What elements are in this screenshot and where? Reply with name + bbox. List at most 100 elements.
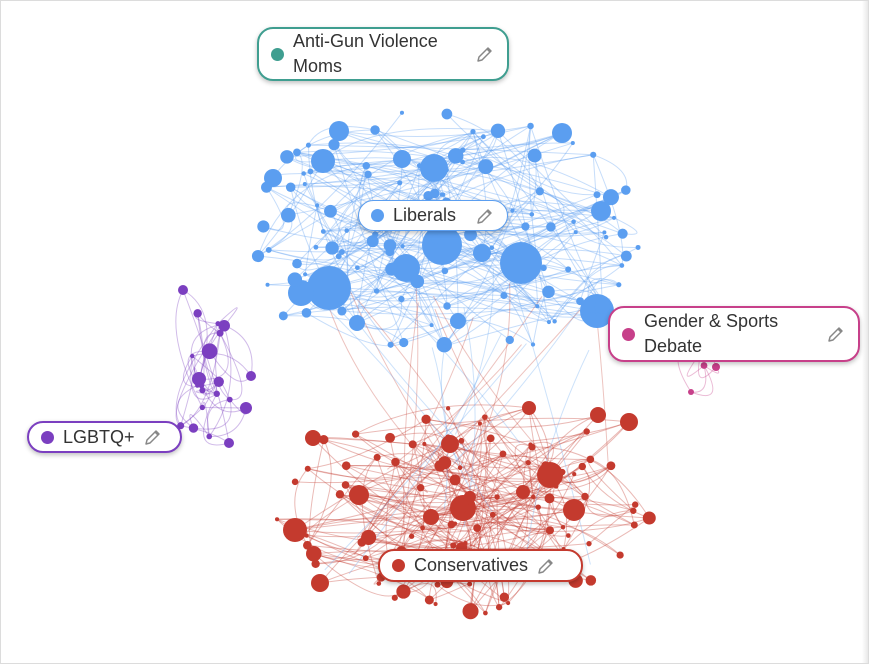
node	[396, 584, 411, 599]
edge	[277, 496, 534, 521]
edge	[412, 407, 530, 445]
node	[581, 492, 589, 501]
edge	[198, 332, 229, 380]
edge	[307, 418, 427, 470]
edge	[368, 529, 551, 549]
edge	[361, 263, 521, 444]
edge	[177, 385, 198, 429]
node	[463, 490, 476, 504]
cluster-label[interactable]: Liberals	[358, 200, 508, 231]
edge	[428, 453, 504, 600]
node	[546, 222, 556, 232]
edge	[306, 439, 332, 546]
node	[527, 148, 542, 163]
node	[594, 298, 611, 314]
cluster-dot	[41, 430, 54, 444]
node	[226, 396, 233, 403]
edge	[395, 461, 428, 493]
cluster-label[interactable]: Gender & Sports Debate	[608, 306, 860, 362]
node	[313, 244, 319, 250]
node	[560, 524, 566, 530]
node	[265, 246, 272, 253]
node	[478, 159, 494, 175]
node	[423, 509, 439, 525]
node	[216, 329, 224, 337]
edge	[175, 289, 203, 408]
node	[539, 474, 544, 479]
node	[570, 140, 575, 146]
node	[188, 423, 199, 433]
node	[213, 376, 224, 387]
node	[499, 592, 510, 602]
edit-icon[interactable]	[143, 427, 163, 447]
edge	[469, 496, 551, 534]
node	[397, 180, 403, 186]
node	[521, 222, 530, 231]
edge	[296, 151, 607, 238]
edge	[491, 125, 532, 249]
edge	[462, 156, 612, 198]
node	[341, 461, 351, 470]
edge	[417, 280, 538, 307]
edge	[328, 249, 627, 289]
node	[603, 234, 609, 240]
node	[535, 304, 540, 309]
node	[566, 533, 571, 538]
node	[449, 474, 461, 486]
edge	[295, 421, 630, 484]
node	[431, 234, 441, 244]
edge	[257, 165, 367, 257]
edge	[522, 465, 612, 493]
node	[362, 161, 370, 170]
node	[630, 521, 638, 529]
edge	[323, 231, 603, 307]
edit-icon[interactable]	[536, 556, 556, 576]
node	[278, 311, 288, 321]
node	[320, 229, 326, 234]
edges	[175, 112, 720, 614]
node	[335, 253, 342, 260]
node	[315, 203, 320, 208]
edge	[375, 233, 556, 322]
edge	[514, 443, 534, 498]
node	[304, 533, 309, 538]
edge	[266, 186, 393, 270]
node	[376, 581, 382, 586]
node	[433, 156, 438, 161]
node	[329, 121, 349, 141]
cluster-dot	[622, 327, 635, 341]
edit-icon[interactable]	[826, 324, 846, 344]
edge	[182, 289, 230, 444]
edit-icon[interactable]	[475, 206, 495, 226]
node	[572, 471, 577, 477]
node	[530, 342, 536, 347]
node	[602, 189, 619, 206]
node	[481, 134, 486, 140]
cluster-label[interactable]: Conservatives	[378, 549, 583, 582]
node	[293, 148, 301, 157]
edge	[509, 269, 591, 565]
edge	[401, 247, 639, 300]
edge	[532, 446, 650, 519]
edge	[503, 295, 593, 318]
edit-icon[interactable]	[475, 44, 495, 64]
edge	[268, 238, 437, 253]
node	[391, 594, 398, 601]
edge	[401, 453, 504, 552]
edge	[372, 240, 433, 326]
edge	[374, 129, 627, 257]
node	[302, 182, 307, 187]
edge	[376, 457, 462, 549]
cluster-label[interactable]: Anti-Gun Violence Moms	[257, 27, 509, 81]
node	[535, 504, 541, 510]
node	[542, 285, 555, 299]
edge	[430, 509, 575, 519]
edge	[307, 468, 454, 546]
edge	[444, 142, 574, 272]
cluster-label[interactable]: LGBTQ+	[27, 421, 182, 453]
node	[459, 147, 466, 153]
node	[373, 288, 380, 294]
edge	[203, 393, 230, 446]
edge	[319, 407, 530, 584]
node	[445, 406, 451, 411]
